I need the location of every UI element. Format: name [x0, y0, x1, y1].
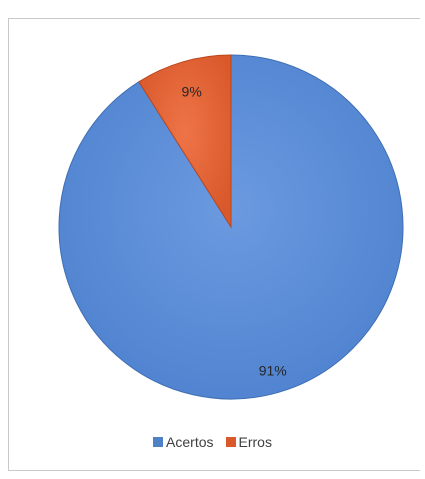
legend: Acertos Erros	[0, 434, 425, 450]
legend-swatch-acertos	[153, 437, 163, 447]
legend-item-erros: Erros	[226, 434, 272, 450]
legend-label-acertos: Acertos	[166, 434, 213, 450]
legend-swatch-erros	[226, 437, 236, 447]
data-label-acertos: 91%	[259, 363, 287, 379]
data-label-erros: 9%	[182, 84, 202, 100]
legend-item-acertos: Acertos	[153, 434, 213, 450]
legend-label-erros: Erros	[239, 434, 272, 450]
